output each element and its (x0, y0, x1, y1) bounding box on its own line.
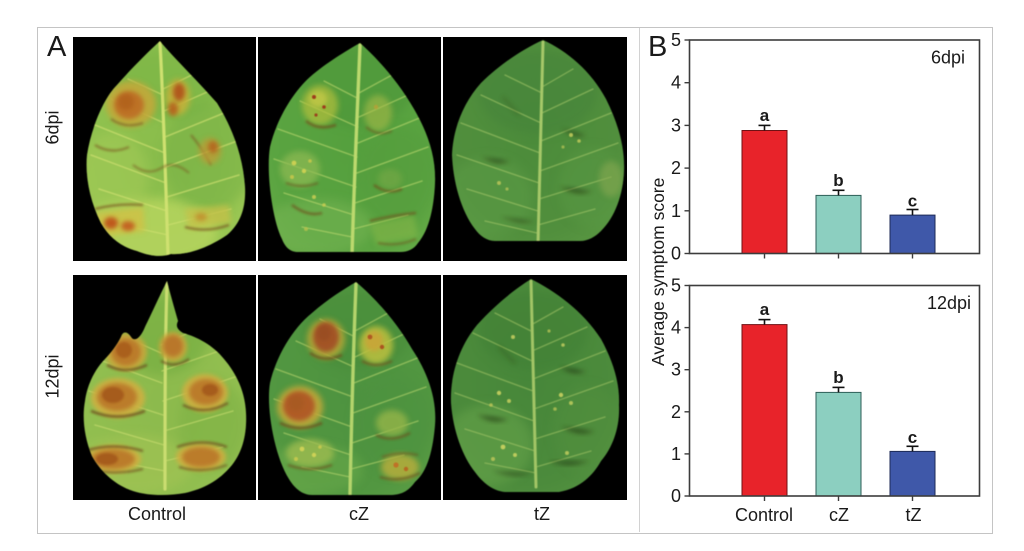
svg-text:12dpi: 12dpi (927, 293, 971, 313)
svg-text:4: 4 (671, 73, 681, 93)
svg-text:Control: Control (735, 505, 793, 525)
svg-text:1: 1 (671, 444, 681, 464)
svg-text:2: 2 (671, 402, 681, 422)
svg-text:5: 5 (671, 276, 681, 296)
svg-text:2: 2 (671, 158, 681, 178)
svg-text:0: 0 (671, 244, 681, 264)
svg-text:a: a (760, 106, 770, 125)
svg-text:c: c (908, 192, 917, 211)
svg-text:0: 0 (671, 486, 681, 506)
svg-text:6dpi: 6dpi (931, 48, 965, 68)
svg-text:c: c (908, 428, 917, 447)
svg-text:b: b (833, 368, 843, 387)
svg-text:a: a (760, 300, 770, 319)
svg-text:5: 5 (671, 30, 681, 50)
svg-text:tZ: tZ (906, 505, 922, 525)
svg-text:cZ: cZ (829, 505, 849, 525)
svg-text:4: 4 (671, 318, 681, 338)
svg-text:1: 1 (671, 201, 681, 221)
svg-text:b: b (833, 171, 843, 190)
svg-text:3: 3 (671, 115, 681, 135)
svg-text:3: 3 (671, 360, 681, 380)
